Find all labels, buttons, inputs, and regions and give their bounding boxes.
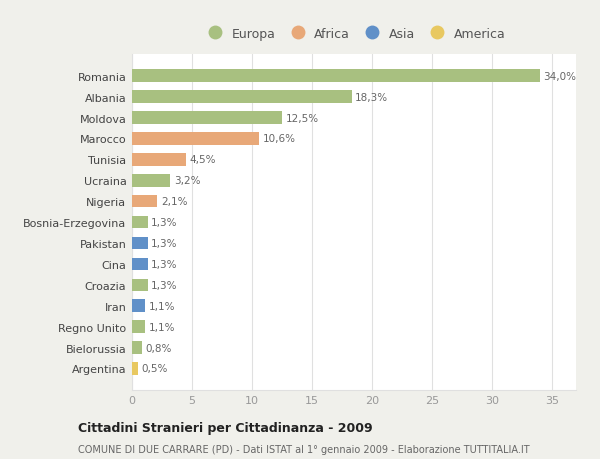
Text: 18,3%: 18,3% — [355, 92, 388, 102]
Bar — [132, 279, 148, 291]
Bar — [132, 174, 170, 187]
Text: 2,1%: 2,1% — [161, 197, 187, 207]
Text: Cittadini Stranieri per Cittadinanza - 2009: Cittadini Stranieri per Cittadinanza - 2… — [78, 421, 373, 434]
Bar — [132, 216, 148, 229]
Bar — [132, 363, 138, 375]
Bar — [132, 196, 157, 208]
Text: 10,6%: 10,6% — [263, 134, 296, 144]
Text: 12,5%: 12,5% — [286, 113, 319, 123]
Bar — [132, 133, 259, 146]
Bar — [132, 112, 282, 124]
Text: 1,3%: 1,3% — [151, 259, 178, 269]
Text: 1,1%: 1,1% — [149, 301, 175, 311]
Text: 34,0%: 34,0% — [544, 72, 577, 82]
Text: 1,3%: 1,3% — [151, 239, 178, 248]
Text: 0,8%: 0,8% — [145, 343, 172, 353]
Bar — [132, 237, 148, 250]
Bar — [132, 341, 142, 354]
Text: 4,5%: 4,5% — [190, 155, 216, 165]
Bar — [132, 321, 145, 333]
Text: 1,3%: 1,3% — [151, 218, 178, 228]
Text: 0,5%: 0,5% — [142, 364, 168, 374]
Bar — [132, 91, 352, 104]
Bar — [132, 300, 145, 312]
Text: 3,2%: 3,2% — [174, 176, 200, 186]
Text: COMUNE DI DUE CARRARE (PD) - Dati ISTAT al 1° gennaio 2009 - Elaborazione TUTTIT: COMUNE DI DUE CARRARE (PD) - Dati ISTAT … — [78, 444, 530, 454]
Bar — [132, 70, 540, 83]
Legend: Europa, Africa, Asia, America: Europa, Africa, Asia, America — [203, 28, 505, 41]
Bar — [132, 154, 186, 166]
Bar — [132, 258, 148, 271]
Text: 1,1%: 1,1% — [149, 322, 175, 332]
Text: 1,3%: 1,3% — [151, 280, 178, 290]
